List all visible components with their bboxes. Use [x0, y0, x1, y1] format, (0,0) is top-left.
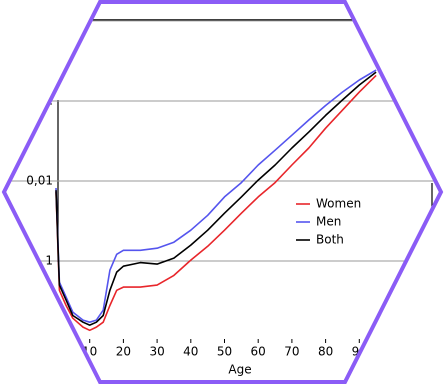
- x-tick-label: 40: [183, 345, 198, 359]
- y-tick-label: 0,01: [26, 173, 53, 187]
- x-tick-label: 0: [52, 345, 60, 359]
- x-tick-label: 50: [217, 345, 232, 359]
- x-tick-label: 70: [284, 345, 299, 359]
- x-tick-label: 60: [251, 345, 266, 359]
- y-tick-label: 1: [45, 253, 53, 267]
- y-tick-label: 0.000001: [0, 13, 53, 27]
- x-tick-label: 20: [116, 345, 131, 359]
- x-tick-label: 80: [318, 345, 333, 359]
- series-line: [55, 71, 377, 326]
- legend-label: Both: [316, 233, 344, 247]
- series-line: [55, 74, 377, 332]
- x-axis-label: Age: [228, 363, 251, 377]
- series-line: [55, 69, 377, 323]
- legend-label: Women: [316, 197, 361, 211]
- x-tick-label: 30: [149, 345, 164, 359]
- legend-label: Men: [316, 215, 341, 229]
